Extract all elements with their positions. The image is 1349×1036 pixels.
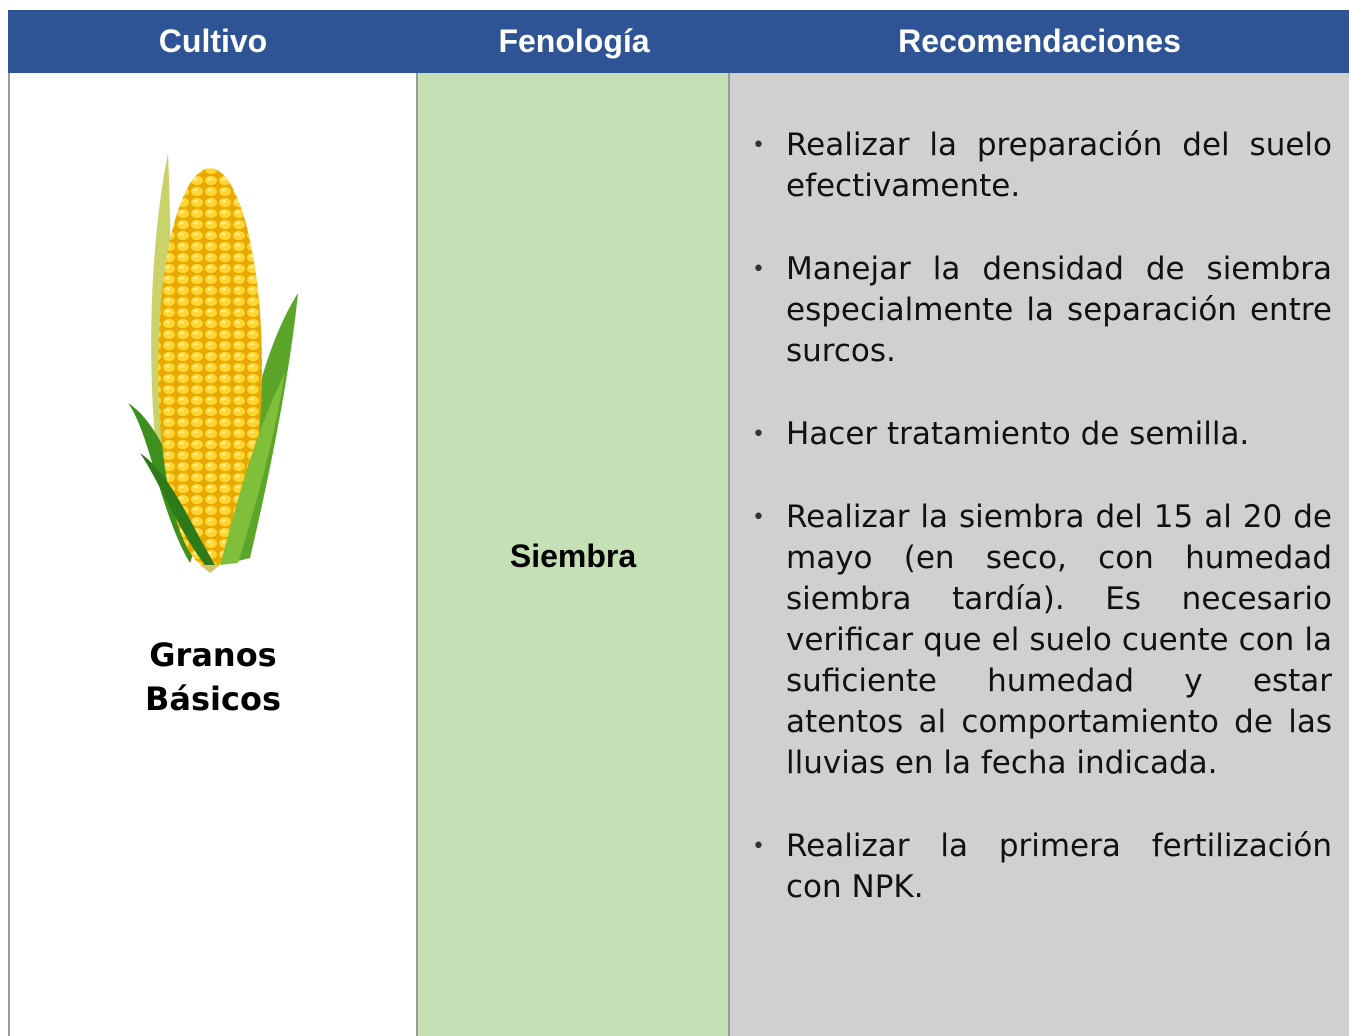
crop-cell: Granos Básicos [8, 73, 418, 1036]
recommendation: Realizar la primera fertilización con NP… [752, 826, 1332, 908]
recommendation: Hacer tratamiento de semilla. [752, 414, 1332, 455]
phenology-cell: Siembra [418, 73, 730, 1036]
header-cell: Recomendaciones [730, 10, 1349, 73]
recommendation: Realizar la preparación del suelo efecti… [752, 125, 1332, 207]
header-cell: Cultivo [8, 10, 418, 73]
recommendations-cell: Realizar la preparación del suelo efecti… [730, 73, 1349, 1036]
recommendation: Realizar la siembra del 15 al 20 de mayo… [752, 497, 1332, 784]
recommendation-list: Realizar la preparación del suelo efecti… [750, 125, 1332, 950]
corn-icon [128, 153, 298, 573]
crop-name: Granos Básicos [145, 636, 281, 718]
header-cell: Fenología [418, 10, 730, 73]
recommendation: Manejar la densidad de siembra especialm… [752, 249, 1332, 372]
phenology: Siembra [509, 538, 637, 574]
